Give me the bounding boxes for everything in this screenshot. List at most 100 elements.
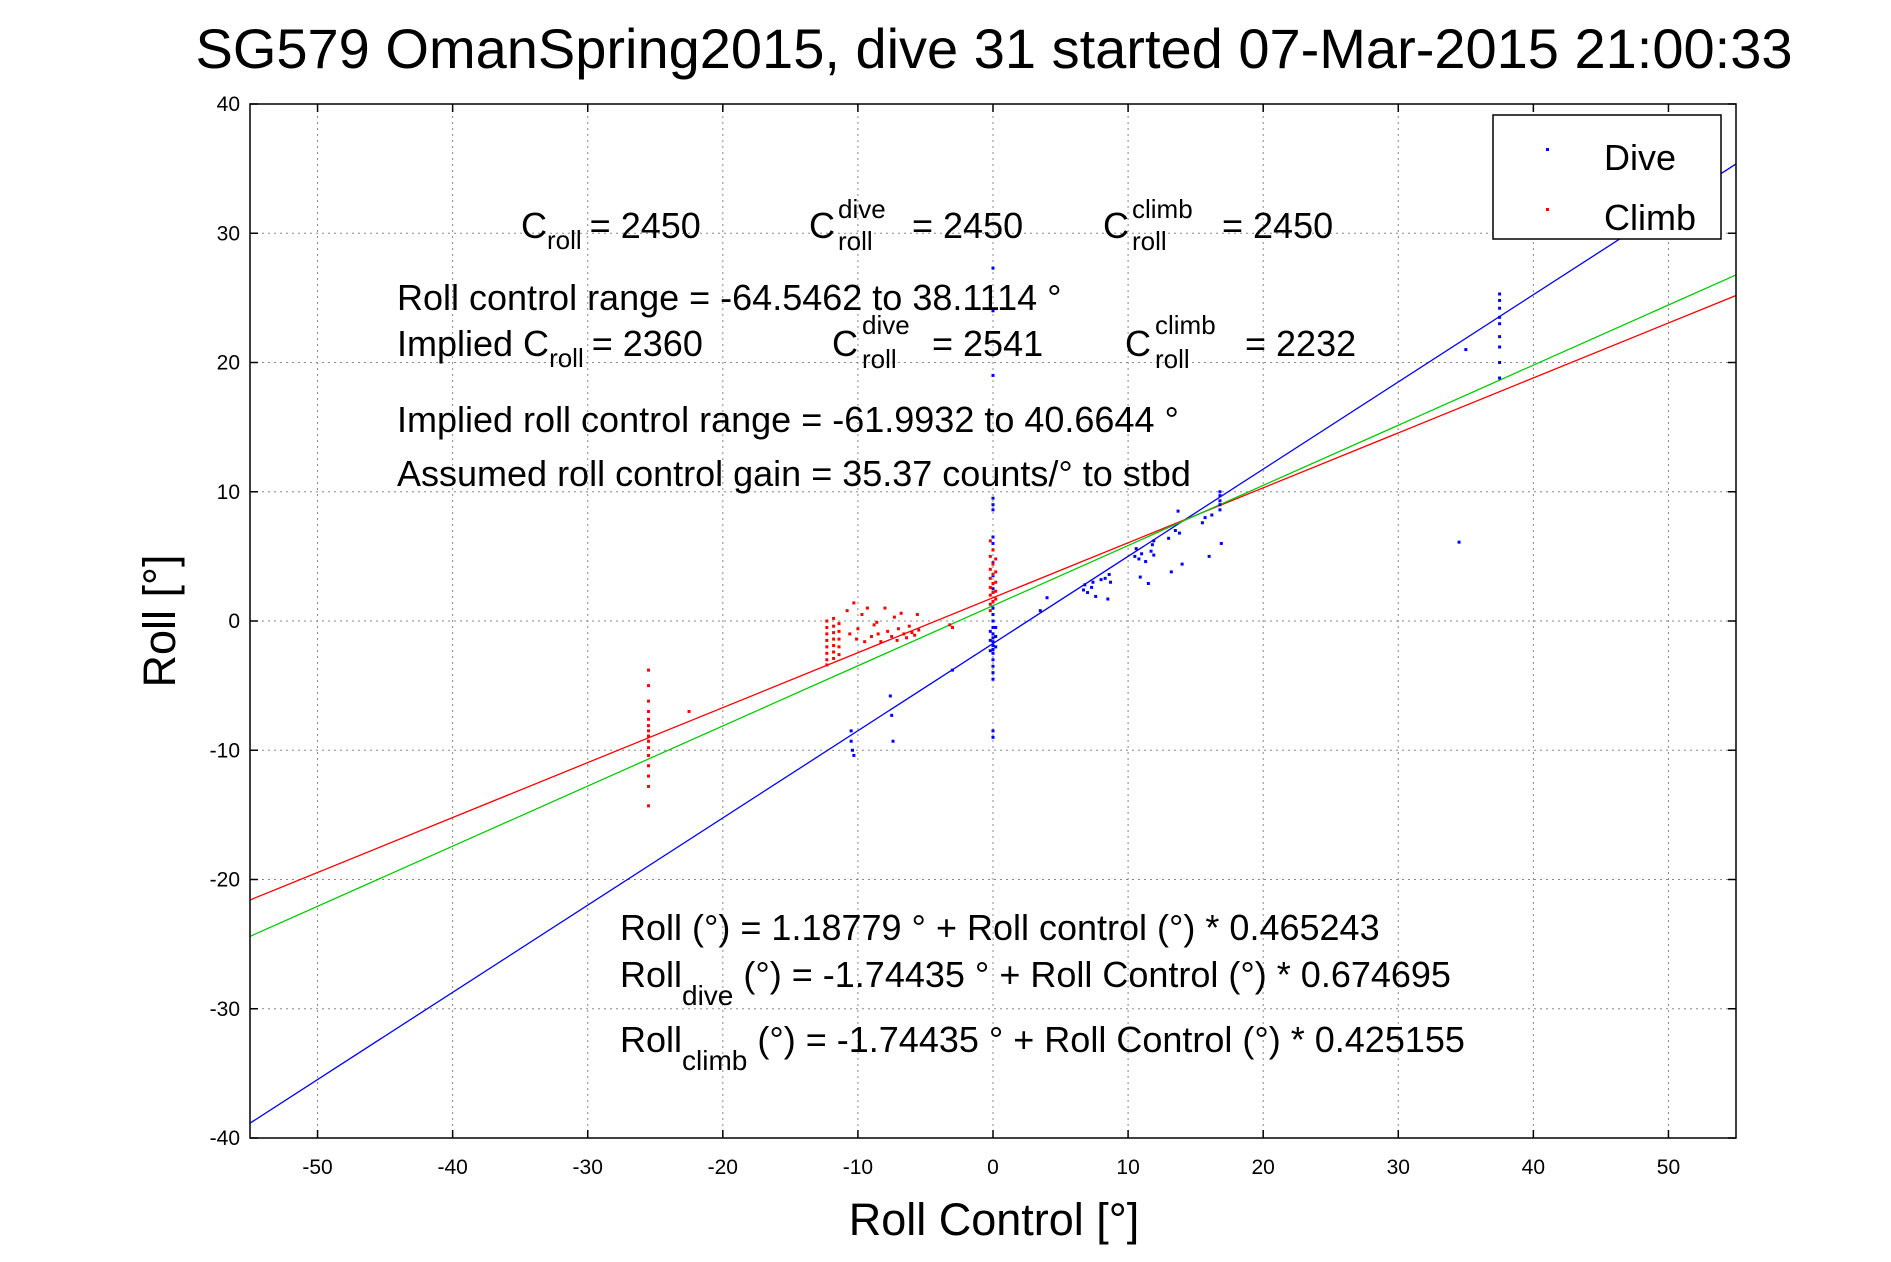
data-point [825,663,829,667]
data-point [832,631,836,635]
data-point [886,629,890,633]
data-point [1082,588,1086,592]
data-point [1138,575,1142,579]
x-tick-label: 0 [987,1156,999,1179]
data-point [895,638,899,642]
gain-annotation: Assumed roll control gain = 35.37 counts… [397,453,1191,494]
x-tick-label: -10 [843,1156,873,1179]
data-point [991,582,995,586]
data-point [991,266,995,270]
data-point [1152,553,1156,557]
data-point [1038,609,1042,613]
data-point [902,632,906,636]
y-tick-label: -20 [210,869,240,892]
data-point [647,753,651,757]
equation-climb-base: Roll [620,1019,682,1060]
fit-line [250,274,1736,937]
data-point [988,609,992,613]
data-point [1169,570,1173,574]
data-point [825,658,829,662]
data-point [825,638,829,642]
data-point [647,717,651,721]
data-point [845,609,849,613]
data-point [899,611,903,615]
roll-range-annotation: Roll control range = -64.5462 to 38.1114… [397,277,1062,318]
data-point [991,535,995,539]
data-point [869,635,873,639]
data-point [991,671,995,675]
data-point [991,677,995,681]
data-point [1498,298,1502,302]
data-point [832,650,836,654]
data-point [1218,490,1222,494]
data-point [1173,529,1177,533]
equation-climb-sub: climb [682,1045,747,1076]
data-point [647,699,651,703]
data-point [917,628,921,632]
croll-value: = 2450 [590,205,701,246]
implied-sub: roll [549,343,584,373]
data-point [1498,361,1502,364]
data-point [994,570,998,574]
data-point [647,709,651,713]
data-point [1086,591,1090,595]
data-point [994,625,998,629]
data-point [1150,543,1154,547]
data-point [647,784,651,788]
data-point [988,567,992,571]
equation-climb: Rollclimb (°) = -1.74435 ° + Roll Contro… [620,1019,1465,1076]
data-point [1137,557,1141,561]
data-point [1152,539,1156,543]
data-point [1218,494,1222,498]
croll-dive-annotation: C [809,205,835,246]
data-point [875,620,879,624]
data-point [907,624,911,628]
data-point [1218,508,1222,512]
data-point [991,373,995,377]
data-point [890,713,894,717]
equation-dive-base: Roll [620,954,682,995]
data-point [1149,549,1153,553]
data-point [1099,578,1103,582]
fit-line [250,163,1736,1124]
croll-climb-value: = 2450 [1222,205,1333,246]
data-point [1107,572,1111,576]
data-point [647,684,651,688]
data-point [994,589,998,593]
data-point [991,606,995,610]
x-tick-label: 10 [1116,1156,1139,1179]
data-point [832,637,836,641]
fit-lines [250,163,1736,1124]
y-tick-label: -10 [210,739,240,762]
implied-annotation: Implied Croll = 2360 [397,323,703,373]
data-point [991,508,995,512]
data-point [647,668,651,672]
x-axis-label: Roll Control [°] [849,1194,1140,1245]
data-point [915,613,919,617]
data-point [879,640,883,644]
data-point [890,635,894,639]
chart-title: SG579 OmanSpring2015, dive 31 started 07… [195,17,1792,80]
x-tick-label: -40 [437,1156,467,1179]
implied-climb-value: = 2232 [1245,323,1356,364]
data-point [825,625,829,629]
data-point [950,625,954,629]
data-point [991,309,995,313]
data-points [647,266,1502,808]
data-point [1109,580,1113,584]
data-point [991,625,995,629]
data-point [991,548,995,552]
data-point [1133,554,1137,558]
data-point [883,606,887,610]
implied-prefix: Implied C [397,323,549,364]
data-point [1498,322,1502,326]
data-point [1498,376,1502,380]
data-point [832,624,836,628]
y-axis-label: Roll [°] [134,554,185,687]
annotations: Croll = 2450 C dive roll = 2450 C climb r… [397,194,1465,1076]
legend: Dive Climb [1492,114,1722,240]
data-point [892,615,896,619]
data-point [837,645,841,649]
data-point [991,619,995,623]
